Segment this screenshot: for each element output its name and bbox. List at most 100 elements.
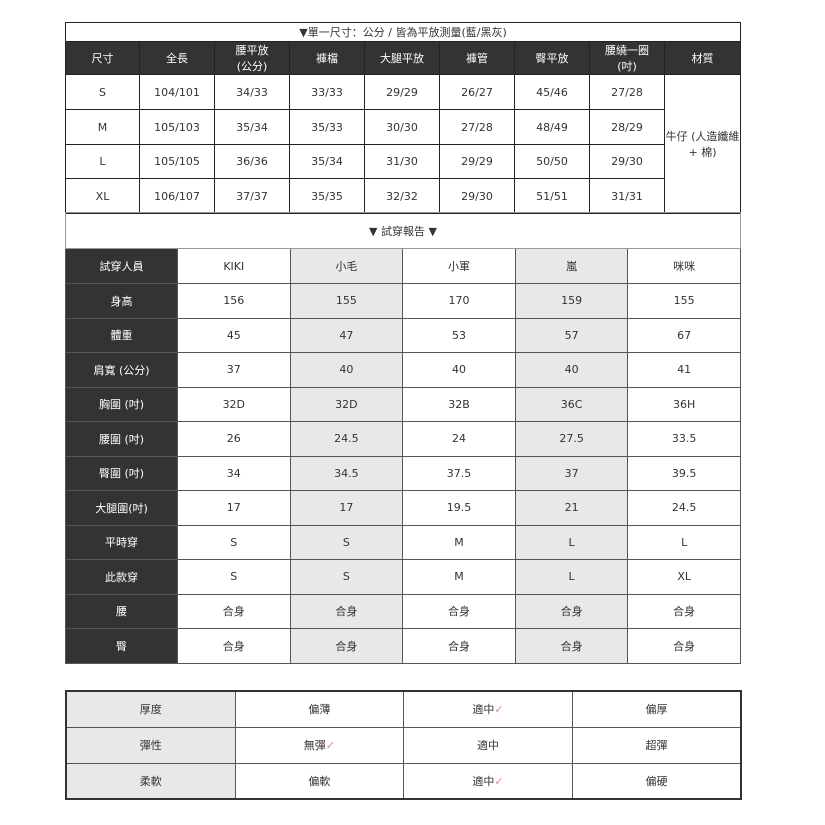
fit-cell: M xyxy=(402,524,516,560)
fabric-option: 偏厚 xyxy=(571,690,742,728)
fit-cell: 32B xyxy=(402,386,516,422)
size-header-cell: 大腿平放 xyxy=(364,41,440,75)
fabric-option-text: 偏軟 xyxy=(308,774,331,788)
fit-cell: 170 xyxy=(402,283,516,319)
fabric-option-text: 適中 xyxy=(477,739,500,752)
fabric-option-text: 超彈 xyxy=(645,739,668,752)
fit-cell: 47 xyxy=(289,317,404,353)
size-cell: 35/35 xyxy=(289,178,365,214)
fit-cell: 24 xyxy=(402,421,516,457)
size-cell: 27/28 xyxy=(589,74,665,110)
size-header-cell: 腰平放 (公分) xyxy=(214,41,290,75)
fit-cell: L xyxy=(627,524,741,560)
fit-row: 腰圍 (吋) 26 24.5 24 27.5 33.5 xyxy=(65,421,741,457)
check-icon: ✓ xyxy=(325,739,335,752)
fit-cell: 155 xyxy=(627,283,741,319)
fit-cell: 合身 xyxy=(402,628,516,664)
size-cell: 35/33 xyxy=(289,109,365,145)
fabric-option-text: 偏硬 xyxy=(645,774,668,788)
size-cell: 32/32 xyxy=(364,178,440,214)
fabric-label: 柔軟 xyxy=(65,762,236,800)
size-cell: 27/28 xyxy=(439,109,515,145)
fit-row: 胸圍 (吋) 32D 32D 32B 36C 36H xyxy=(65,386,741,422)
fit-person-name: 咪咪 xyxy=(627,248,741,284)
fit-row-label: 大腿圍(吋) xyxy=(65,490,178,526)
fabric-option-text: 適中 xyxy=(472,774,495,788)
fit-cell: 159 xyxy=(514,283,629,319)
size-cell: 51/51 xyxy=(514,178,590,214)
fit-row-label: 此款穿 xyxy=(65,559,178,595)
size-cell: 29/30 xyxy=(589,144,665,179)
fit-person-name: 嵐 xyxy=(514,248,629,284)
fit-report-title: ▼ 試穿報告 ▼ xyxy=(65,212,741,249)
size-row: L 105/105 36/36 35/34 31/30 29/29 50/50 29/30 xyxy=(65,144,741,179)
fit-row: 平時穿 S S M L L xyxy=(65,524,741,560)
size-cell: XL xyxy=(65,178,140,214)
size-header-cell: 褲管 xyxy=(439,41,515,75)
fabric-option: 偏硬 xyxy=(571,762,742,800)
size-cell: 34/33 xyxy=(214,74,290,110)
size-cell: 105/103 xyxy=(139,109,215,145)
fit-cell: 53 xyxy=(402,317,516,353)
size-table: ▼單一尺寸：公分 / 皆為平放測量(藍/黑灰) 尺寸 全長 腰平放 (公分) 褲檔 大腿… xyxy=(64,22,742,214)
size-cell: 29/29 xyxy=(439,144,515,179)
size-cell: 29/30 xyxy=(439,178,515,214)
fit-cell: 24.5 xyxy=(289,421,404,457)
size-cell: S xyxy=(65,74,140,110)
fit-cell: 39.5 xyxy=(627,455,741,491)
fit-cell: 41 xyxy=(627,352,741,388)
fit-cell: 26 xyxy=(177,421,291,457)
fit-cell: 21 xyxy=(514,490,629,526)
fabric-option: 適中✓ xyxy=(403,762,573,800)
size-header-cell: 腰繞一圈 (吋) xyxy=(589,41,665,75)
fit-row-label: 身高 xyxy=(65,283,178,319)
fit-cell: 34 xyxy=(177,455,291,491)
fit-report-table: ▼ 試穿報告 ▼ 試穿人員 KIKI 小毛 小軍嵐咪咪 身高 156 155 170 159 15… xyxy=(65,212,741,664)
fit-cell: L xyxy=(514,559,629,595)
fit-cell: 合身 xyxy=(402,593,516,629)
fit-row: 臀合身 合身 合身 合身 合身 xyxy=(65,628,741,664)
fabric-row: 厚度 偏薄 適中✓ 偏厚 xyxy=(65,690,742,728)
fit-person-name: 小軍 xyxy=(402,248,516,284)
fit-cell: 32D xyxy=(289,386,404,422)
size-cell: M xyxy=(65,109,140,145)
size-table-title: ▼單一尺寸：公分 / 皆為平放測量(藍/黑灰) xyxy=(64,22,742,42)
fabric-option-text: 適中 xyxy=(472,703,495,717)
fit-row-label: 平時穿 xyxy=(65,524,178,560)
size-cell: 30/30 xyxy=(364,109,440,145)
size-cell: 31/30 xyxy=(364,144,440,179)
fit-row: 腰合身 合身 合身 合身 合身 xyxy=(65,593,741,629)
fit-cell: 37.5 xyxy=(402,455,516,491)
fit-row: 肩寬 (公分) 37 40 40 40 41 xyxy=(65,352,741,388)
fabric-table: 厚度 偏薄 適中✓ 偏厚 彈性 無彈✓ 適中 超彈 柔軟 偏軟 適中✓ 偏硬 xyxy=(65,690,743,800)
size-cell: 31/31 xyxy=(589,178,665,214)
fabric-option: 適中✓ xyxy=(403,690,573,728)
fit-cell: 27.5 xyxy=(514,421,629,457)
fit-row: 此款穿 S S M L XL xyxy=(65,559,741,595)
fit-cell: 合身 xyxy=(514,593,629,629)
size-cell: 104/101 xyxy=(139,74,215,110)
fit-cell: 合身 xyxy=(627,628,741,664)
fit-cell: 45 xyxy=(177,317,291,353)
size-cell: 29/29 xyxy=(364,74,440,110)
size-header-cell: 材質 xyxy=(663,41,742,75)
fit-cell: 40 xyxy=(514,352,629,388)
fabric-row: 彈性 無彈✓ 適中 超彈 xyxy=(65,726,742,764)
size-cell: 105/105 xyxy=(139,144,215,179)
fit-cell: M xyxy=(402,559,516,595)
fit-cell: 17 xyxy=(289,490,404,526)
size-cell: 106/107 xyxy=(139,178,215,214)
fit-cell: 合身 xyxy=(289,593,404,629)
fit-cell: 33.5 xyxy=(627,421,741,457)
size-row: XL 106/107 37/37 35/35 32/32 29/30 51/51 31/31 xyxy=(65,178,741,214)
material-cell: 牛仔 (人造纖維 + 棉) xyxy=(663,74,742,214)
fit-cell: 36H xyxy=(627,386,741,422)
fit-row-label: 胸圍 (吋) xyxy=(65,386,178,422)
fit-cell: 合身 xyxy=(514,628,629,664)
size-header-cell: 尺寸 xyxy=(65,41,140,75)
fit-cell: L xyxy=(514,524,629,560)
fabric-label: 彈性 xyxy=(65,726,236,764)
fit-cell: 67 xyxy=(627,317,741,353)
fit-row: 身高 156 155 170 159 155 xyxy=(65,283,741,319)
fit-cell: 37 xyxy=(514,455,629,491)
